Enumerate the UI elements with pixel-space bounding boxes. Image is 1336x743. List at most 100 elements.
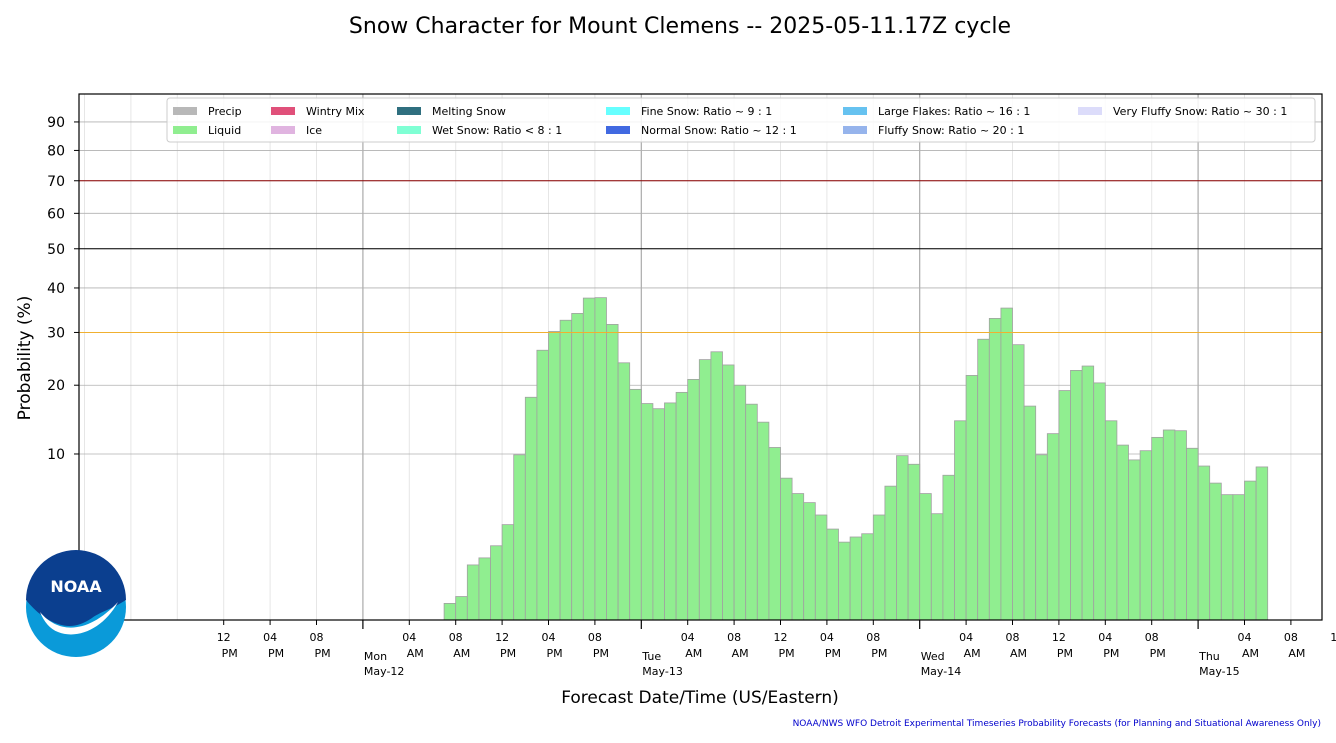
bar [861,533,874,621]
x-tick-label: 04 [542,631,556,644]
x-axis-label: Forecast Date/Time (US/Eastern) [561,688,839,708]
plot-frame [78,93,1323,621]
x-tick-label: 08 [1145,631,1159,644]
legend-label: Melting Snow [432,105,506,118]
legend-swatch [397,126,421,134]
legend-label: Normal Snow: Ratio ~ 12 : 1 [641,124,797,137]
x-tick-label: PM [500,647,516,660]
day-tick-label: Wed [921,650,945,663]
y-tick-label: 80 [47,143,65,159]
bar [988,318,1002,621]
bar [606,324,619,621]
legend-swatch [843,107,867,115]
legend-swatch [606,107,630,115]
bar [664,402,677,621]
bar [1139,450,1153,621]
threshold-lines [79,180,1322,333]
bar [965,375,979,621]
bar [1151,436,1164,621]
bar [1093,382,1106,621]
legend-label: Ice [306,124,322,137]
bar [698,359,712,621]
day-tick-label: May-15 [1199,665,1240,678]
bar [1244,480,1257,621]
y-tick-label: 50 [47,242,65,258]
x-tick-label: PM [314,647,330,660]
bar [756,421,770,621]
x-tick-label: 08 [1284,631,1298,644]
x-tick-label: 12 [495,631,509,644]
bar [919,493,932,621]
x-tick-label: PM [871,647,887,660]
x-tick-label: AM [453,647,470,660]
bar [896,455,909,621]
legend-swatch [271,126,295,134]
bar [1012,344,1025,621]
x-tick-label: 08 [1006,631,1020,644]
legend-swatch [173,107,197,115]
x-tick-label: 08 [449,631,463,644]
x-tick-label: 04 [1098,631,1112,644]
bar [954,420,967,621]
bar [1081,365,1095,621]
y-tick-label: 30 [47,325,65,341]
bar [814,514,828,621]
legend-swatch [173,126,197,134]
bar [1000,307,1013,621]
noaa-logo-top [26,550,126,626]
x-tick-label: 12 [1052,631,1066,644]
chart-title: Snow Character for Mount Clemens -- 2025… [349,14,1011,39]
x-tick-label: AM [732,647,749,660]
x-tick-label: PM [778,647,794,660]
x-tick-label: 08 [727,631,741,644]
x-tick-label: AM [964,647,981,660]
bar [1046,433,1060,621]
day-tick-label: Thu [1198,650,1220,663]
bar [594,297,607,621]
legend-swatch [397,107,421,115]
day-tick-label: May-13 [642,665,683,678]
legend-label: Wet Snow: Ratio < 8 : 1 [432,124,562,137]
x-tick-label: PM [1150,647,1166,660]
bar [640,403,654,621]
x-axis-ticks: 12 PM 04 PM 08 PM 04 AM 08 AM 12 PM 04 PM 08 PM 04 AM 08 AM… [217,620,1336,678]
day-tick-label: May-14 [921,665,962,678]
bars [443,297,1269,621]
bar [838,541,851,621]
bar [1035,454,1048,621]
x-tick-label: 04 [959,631,973,644]
y-tick-label: 10 [47,447,65,463]
bar [629,388,642,621]
bar [745,403,758,621]
bar [443,602,457,621]
bar [1220,494,1234,621]
bar [536,349,549,621]
noaa-logo-text: NOAA [50,577,102,596]
bar [617,362,631,621]
bar [652,408,665,621]
y-axis-ticks: 10 20 30 40 50 60 70 80 90 [47,115,79,463]
bar [1162,429,1176,621]
bar [524,396,538,621]
x-tick-label: PM [546,647,562,660]
bar [1128,459,1141,621]
x-tick-label: 04 [402,631,416,644]
legend-swatch [843,126,867,134]
x-tick-label: AM [1010,647,1027,660]
x-tick-label: PM [268,647,284,660]
bar [687,379,700,621]
x-tick-label: 08 [866,631,880,644]
bar [582,297,596,621]
bar [1023,405,1037,621]
noaa-logo: NOAA [26,550,126,657]
day-tick-label: May-12 [364,665,405,678]
x-tick-label: 08 [310,631,324,644]
y-tick-label: 60 [47,206,65,222]
x-tick-label: 04 [820,631,834,644]
legend-label: Precip [208,105,242,118]
y-tick-label: 70 [47,174,65,190]
bar [478,557,491,621]
x-tick-label: AM [685,647,702,660]
x-tick-label: 08 [588,631,602,644]
bar [977,338,990,621]
